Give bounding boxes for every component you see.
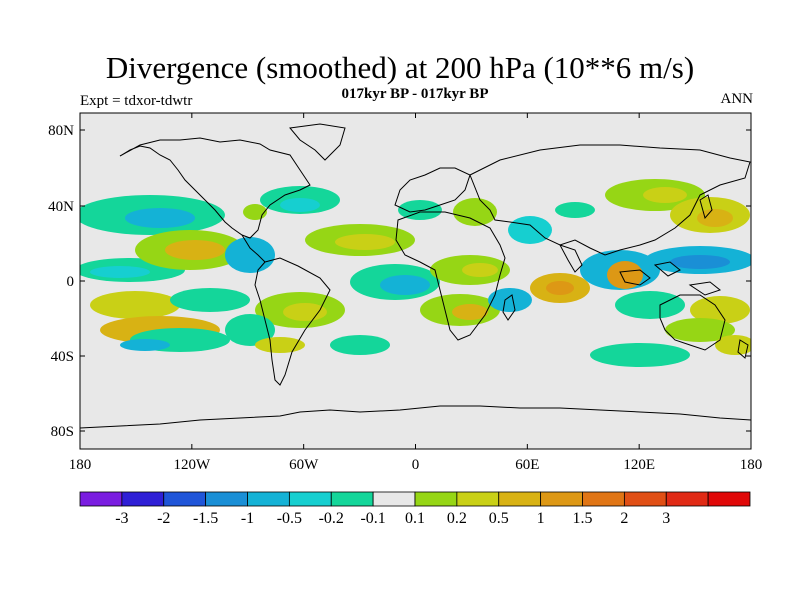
lat-tick-label: 0 (67, 274, 75, 290)
colorbar-swatch (498, 491, 542, 507)
lat-tick-label: 40N (48, 199, 74, 215)
lat-tick-label: 80S (51, 424, 74, 440)
coastlines (80, 123, 751, 429)
colorbar-swatch (623, 491, 667, 507)
colorbar-swatch (372, 491, 416, 507)
colorbar-label: -1.5 (193, 510, 218, 527)
colorbar-label: 3 (662, 510, 670, 527)
period-label: ANN (720, 91, 754, 107)
colorbar-swatch (456, 491, 500, 507)
colorbar-swatch (288, 491, 332, 507)
colorbar-label: -0.1 (360, 510, 385, 527)
colorbar-label: 0.1 (405, 510, 425, 527)
lon-tick-label: 60E (515, 457, 539, 473)
plot-subtitle: 017kyr BP - 017kyr BP (341, 86, 489, 102)
lon-tick-label: 60W (289, 457, 319, 473)
lon-tick-label: 120W (173, 457, 211, 473)
colorbar-label: 1.5 (573, 510, 593, 527)
colorbar-label: -1 (241, 510, 254, 527)
colorbar-label: -0.2 (319, 510, 344, 527)
lon-tick-label: 120E (623, 457, 655, 473)
plot-title: Divergence (smoothed) at 200 hPa (10**6 … (105, 50, 695, 85)
lon-tick-label: 0 (412, 457, 420, 473)
divergence-field (80, 179, 751, 367)
map-axes: 80N 40N 0 40S 80S 180 120W 60W 0 60E 120E 180 (48, 113, 762, 473)
colorbar-label: 0.5 (489, 510, 509, 527)
colorbar-swatch (540, 491, 583, 507)
colorbar-swatch (121, 491, 165, 507)
colorbar-label: 0.2 (447, 510, 467, 527)
colorbar-label: 2 (620, 510, 628, 527)
lon-tick-label: 180 (740, 457, 763, 473)
lon-tick-label: 180 (69, 457, 92, 473)
colorbar-swatch (707, 491, 751, 507)
experiment-label: Expt = tdxor-tdwtr (80, 93, 193, 109)
colorbar-label: -3 (115, 510, 128, 527)
colorbar: -3 -2 -1.5 -1 -0.5 -0.2 -0.1 0.1 0.2 0.5 1 1.5 2 3 (79, 491, 751, 527)
colorbar-swatch (79, 491, 123, 507)
colorbar-swatch (665, 491, 709, 507)
lat-tick-label: 80N (48, 123, 74, 139)
colorbar-swatch (205, 491, 248, 507)
colorbar-swatch (330, 491, 374, 507)
colorbar-label: 1 (537, 510, 545, 527)
colorbar-swatch (582, 491, 625, 507)
colorbar-label: -0.5 (277, 510, 302, 527)
colorbar-swatch (163, 491, 207, 507)
colorbar-swatch (414, 491, 458, 507)
lat-tick-label: 40S (51, 349, 74, 365)
colorbar-label: -2 (157, 510, 170, 527)
colorbar-swatch (247, 491, 290, 507)
